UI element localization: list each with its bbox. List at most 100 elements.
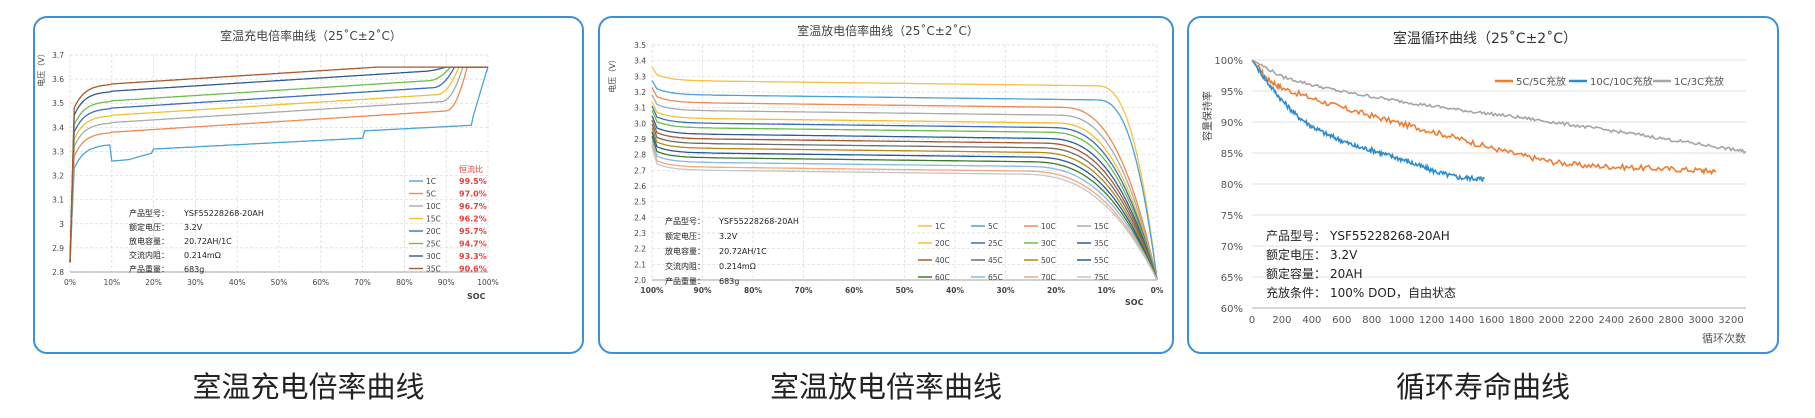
x-tick-label: 3200 <box>1718 315 1743 326</box>
ratio-value-10C: 96.7% <box>459 202 487 211</box>
y-tick-label: 3.5 <box>52 99 64 108</box>
series-line-45C <box>651 123 1158 281</box>
spec-label: 额定电压： <box>665 231 705 241</box>
y-tick-label: 3.7 <box>52 51 64 60</box>
spec-value: 0.214mΩ <box>184 251 221 260</box>
y-tick-label: 100% <box>1214 56 1243 67</box>
legend-label-40C: 40C <box>935 256 950 265</box>
series-line-35C <box>651 115 1158 281</box>
ratio-value-35C: 90.6% <box>459 265 487 274</box>
x-tick-label: 30% <box>997 286 1015 295</box>
y-tick-label: 2.8 <box>634 151 646 160</box>
legend-label-5C: 5C <box>988 222 998 231</box>
legend-label-10C: 10C <box>426 202 441 211</box>
y-tick-label: 75% <box>1221 211 1243 222</box>
x-tick-label: 600 <box>1332 315 1351 326</box>
x-tick-label: 0 <box>1249 315 1255 326</box>
series-line-25C <box>69 66 488 263</box>
y-axis-label: 电压（V） <box>607 55 617 92</box>
series-line-1C/3C充放 <box>1251 59 1747 155</box>
series-line-55C <box>651 131 1158 281</box>
y-tick-label: 2.7 <box>634 166 646 175</box>
spec-value: 683g <box>184 265 204 274</box>
y-tick-label: 3.1 <box>634 104 646 113</box>
x-tick-label: 2800 <box>1658 315 1683 326</box>
y-tick-label: 60% <box>1221 304 1243 315</box>
spec-value: 683g <box>719 277 739 286</box>
series-line-15C <box>69 66 488 263</box>
legend-label-20C: 20C <box>426 227 441 236</box>
discharge-rate-chart: 室温放电倍率曲线（25˚C±2˚C） 电压（V） 2.0 2.1 2.2 2.3 2.4 2.… <box>607 23 1164 307</box>
spec-value: 3.2V <box>719 232 738 241</box>
spec-label: 产品型号： <box>129 208 169 218</box>
legend-label-5C: 5C <box>426 190 436 199</box>
ratio-value-20C: 95.7% <box>459 227 487 236</box>
cycle-life-chart: 室温循环曲线（25˚C±2˚C） 容量保持率 60% 65% 70% 75% 80% 85% 9… <box>1201 30 1747 345</box>
x-tick-label: 90% <box>438 278 455 287</box>
spec-label: 额定容量： <box>1266 266 1326 281</box>
series-line-10C <box>69 66 488 263</box>
ratio-value-15C: 96.2% <box>459 215 487 224</box>
ratio-value-30C: 93.3% <box>459 252 487 261</box>
legend-label-20C: 20C <box>935 239 950 248</box>
x-tick-label: 60% <box>845 286 863 295</box>
x-tick-label: 1400 <box>1449 315 1474 326</box>
x-tick-label: 2200 <box>1569 315 1594 326</box>
x-tick-label: 400 <box>1302 315 1321 326</box>
x-tick-label: 10% <box>103 278 120 287</box>
spec-label: 交流内阻： <box>665 261 705 271</box>
legend-label-25C: 25C <box>426 240 441 249</box>
series-line-10C/10C充放 <box>1251 59 1485 183</box>
x-tick-label: 20% <box>145 278 162 287</box>
spec-value: 3.2V <box>184 223 203 232</box>
y-tick-label: 85% <box>1221 149 1243 160</box>
series-line-40C <box>651 119 1158 281</box>
x-tick-label: 100% <box>477 278 498 287</box>
spec-label: 产品重量： <box>129 264 169 274</box>
series-line-35C <box>69 66 488 263</box>
y-tick-label: 95% <box>1221 87 1243 98</box>
series-line-30C <box>69 66 488 263</box>
x-tick-label: 1000 <box>1389 315 1414 326</box>
y-tick-label: 2.1 <box>634 260 646 269</box>
x-tick-label: 80% <box>744 286 762 295</box>
spec-value: 100% DOD，自由状态 <box>1330 286 1456 300</box>
spec-label: 交流内阻： <box>129 250 169 260</box>
charge-rate-caption: 室温充电倍率曲线 <box>192 370 425 404</box>
x-tick-label: 40% <box>946 286 964 295</box>
legend-label-50C: 50C <box>1041 256 1056 265</box>
x-tick-label: 0% <box>1151 286 1164 295</box>
x-tick-label: 70% <box>795 286 813 295</box>
legend-label-35C: 35C <box>426 265 441 274</box>
x-tick-label: 30% <box>187 278 204 287</box>
series-line-1C <box>69 66 489 263</box>
ratio-value-5C: 97.0% <box>459 190 487 199</box>
legend-label-45C: 45C <box>988 256 1003 265</box>
legend-label-5C/5C充放: 5C/5C充放 <box>1516 75 1566 88</box>
series-line-50C <box>651 127 1158 281</box>
y-tick-label: 2.2 <box>634 245 646 254</box>
x-tick-label: 0% <box>64 278 76 287</box>
legend-label-25C: 25C <box>988 239 1003 248</box>
y-tick-label: 70% <box>1221 242 1243 253</box>
spec-value: YSF55228268-20AH <box>718 217 799 226</box>
spec-value: YSF55228268-20AH <box>1329 229 1450 243</box>
x-tick-label: 2000 <box>1539 315 1564 326</box>
legend-label-55C: 55C <box>1094 256 1109 265</box>
y-tick-label: 3.3 <box>52 147 64 156</box>
y-axis-label: 容量保持率 <box>1201 91 1214 141</box>
charge-rate-chart-panel: 室温充电倍率曲线（25˚C±2˚C） 电压（V） 2.8 2.9 3 3.1 3.2 3.3 3… <box>33 16 584 354</box>
series-line-5C/5C充放 <box>1251 59 1717 176</box>
y-tick-label: 3.3 <box>634 72 646 81</box>
y-tick-label: 2.3 <box>634 229 646 238</box>
series-line-10C <box>651 87 1158 281</box>
x-tick-label: 200 <box>1272 315 1291 326</box>
x-tick-label: 2400 <box>1599 315 1624 326</box>
chart-title: 室温循环曲线（25˚C±2˚C） <box>1393 30 1577 47</box>
chart-title: 室温充电倍率曲线（25˚C±2˚C） <box>220 28 402 43</box>
series-line-5C <box>651 80 1158 281</box>
chart-title: 室温放电倍率曲线（25˚C±2˚C） <box>797 23 979 38</box>
legend-label-70C: 70C <box>1041 273 1056 282</box>
spec-label: 充放条件： <box>1266 285 1326 300</box>
series-line-25C <box>651 105 1158 281</box>
